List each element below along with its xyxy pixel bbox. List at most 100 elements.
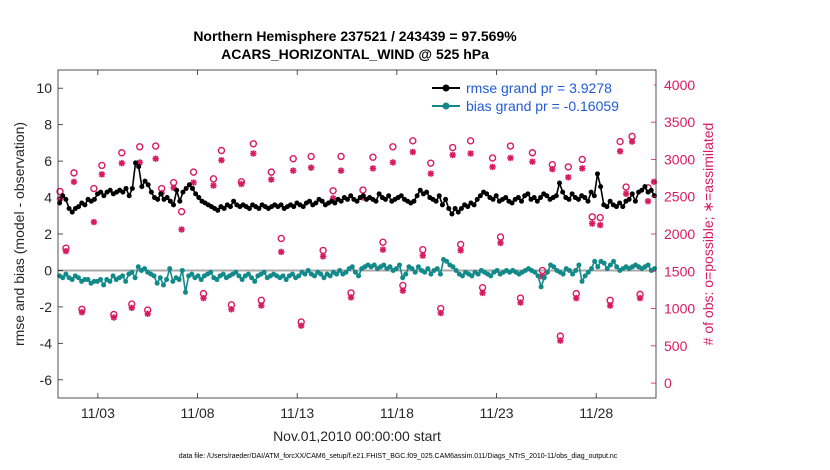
obs-assimilated-point	[297, 322, 305, 329]
rmse-point	[148, 189, 154, 195]
bias-point	[541, 275, 547, 281]
rmse-point	[155, 196, 161, 202]
rmse-point	[386, 193, 392, 199]
chart-title-line1: Northern Hemisphere 237521 / 243439 = 97…	[193, 28, 517, 44]
obs-assimilated-point	[427, 170, 434, 177]
legend-bias-marker	[442, 102, 450, 110]
rmse-point	[291, 204, 297, 210]
bias-point	[400, 275, 406, 281]
obs-assimilated-point	[78, 309, 86, 316]
y-right-tick-label: 3500	[664, 114, 695, 130]
bias-point	[334, 271, 340, 277]
x-tick-label: 11/03	[81, 405, 115, 421]
rmse-point	[465, 204, 471, 210]
rmse-point	[319, 198, 325, 204]
obs-assimilated-point	[467, 150, 474, 157]
obs-assimilated-point	[238, 180, 245, 188]
obs-assimilated-point	[437, 309, 444, 317]
rmse-point	[503, 195, 509, 201]
rmse-point	[139, 184, 145, 190]
y-right-tick-label: 1500	[664, 263, 695, 279]
rmse-point	[617, 200, 623, 206]
rmse-point	[193, 191, 199, 197]
rmse-point	[474, 196, 480, 202]
obs-assimilated-point	[369, 165, 377, 172]
bias-point	[450, 264, 456, 270]
rmse-point	[164, 195, 170, 201]
rmse-point	[585, 198, 591, 204]
bias-point	[459, 273, 465, 279]
chart-title-line2: ACARS_HORIZONTAL_WIND @ 525 hPa	[221, 46, 489, 62]
rmse-point	[177, 198, 183, 204]
rmse-point	[101, 193, 107, 199]
bias-point	[214, 277, 220, 283]
x-tick-label: 11/23	[480, 405, 514, 421]
bias-point	[129, 269, 135, 275]
obs-possible-point	[337, 152, 345, 161]
rmse-point	[183, 185, 189, 191]
bias-point	[151, 273, 157, 279]
bias-point	[544, 269, 550, 275]
bias-point	[157, 275, 163, 281]
y-right-tick-label: 0	[664, 375, 672, 391]
rmse-point	[300, 204, 306, 210]
rmse-point	[167, 198, 173, 204]
rmse-point	[484, 191, 490, 197]
rmse-point	[452, 205, 458, 211]
obs-possible-point	[578, 155, 586, 164]
rmse-point	[471, 202, 477, 208]
y-axis-label-left: rmse and bias (model - observation)	[11, 122, 27, 346]
rmse-point	[186, 182, 192, 188]
obs-assimilated-point	[479, 289, 486, 297]
rmse-point	[107, 187, 113, 193]
bias-point	[409, 266, 415, 272]
rmse-point	[575, 196, 581, 202]
bias-point	[179, 267, 185, 273]
y-left-tick-label: 0	[44, 262, 52, 278]
rmse-point	[519, 198, 525, 204]
obs-assimilated-point	[218, 157, 225, 164]
obs-assimilated-point	[307, 164, 315, 171]
bias-point	[164, 277, 170, 283]
obs-assimilated-point	[128, 304, 135, 311]
bias-point	[220, 271, 226, 277]
rmse-point	[63, 196, 69, 202]
bias-point	[488, 273, 494, 279]
y-left-tick-label: 8	[44, 117, 52, 133]
rmse-point	[158, 191, 164, 197]
bias-point	[312, 273, 318, 279]
obs-assimilated-point	[399, 287, 407, 294]
bias-point	[566, 267, 572, 273]
axes-layer: 11/03 11/08 11/13 11/18 11/23 11/28 10 8 6 4 2 0 -2 -…	[36, 70, 695, 421]
obs-possible-point	[151, 142, 160, 150]
bias-point	[403, 271, 409, 277]
bias-point	[601, 260, 607, 266]
obs-possible-point	[329, 187, 337, 195]
bias-point	[167, 266, 173, 272]
rmse-point	[591, 193, 597, 199]
bias-point	[645, 262, 651, 268]
rmse-point	[126, 193, 132, 199]
bias-point	[428, 271, 434, 277]
bias-point	[475, 271, 481, 277]
plot-area	[58, 70, 656, 398]
rmse-point	[538, 195, 544, 201]
obs-possible-point	[359, 186, 367, 194]
rmse-point	[373, 198, 379, 204]
rmse-point	[446, 205, 452, 211]
obs-assimilated-point	[70, 178, 78, 186]
rmse-point	[376, 191, 382, 197]
y-left-tick-label: -2	[40, 299, 53, 315]
obs-assimilated-point	[497, 239, 504, 247]
bias-point	[611, 258, 617, 264]
rmse-point	[145, 182, 151, 188]
bias-point	[535, 273, 541, 279]
legend-box	[426, 77, 654, 119]
obs-assimilated-point	[636, 294, 644, 302]
bias-point	[289, 271, 295, 277]
obs-assimilated-point	[529, 158, 536, 165]
rmse-point	[120, 189, 126, 195]
obs-possible-point	[217, 146, 226, 155]
rmse-point	[439, 202, 445, 208]
